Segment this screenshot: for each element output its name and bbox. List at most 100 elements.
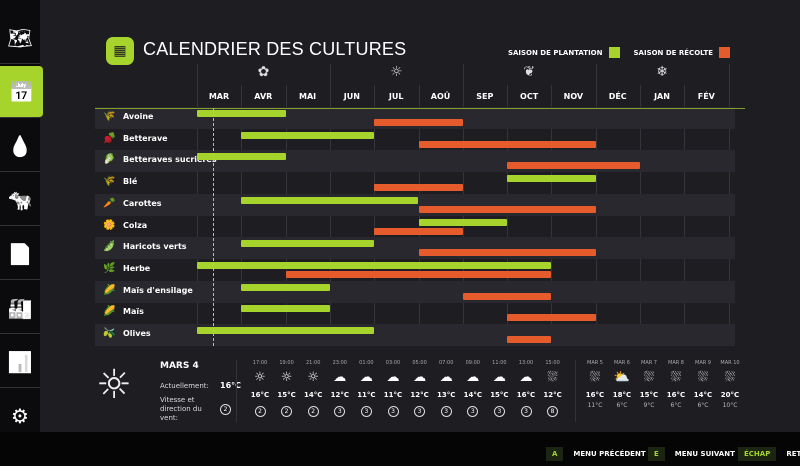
winter-icon: ❄ xyxy=(656,64,668,80)
crop-icon: 🥕 xyxy=(103,197,116,209)
weather-panel: ☼ MARS 4 Actuellement: 16°C Vitesse et d… xyxy=(40,348,740,432)
forecast-temp: 16°C xyxy=(250,391,270,399)
documents-icon: 📄 xyxy=(7,241,33,266)
crop-name: Avoine xyxy=(123,112,154,121)
forecast-day: MAR 5 xyxy=(587,360,603,366)
forecast-high: 15°C xyxy=(639,391,659,399)
crop-icon: 🌽 xyxy=(103,284,116,296)
forecast-temp: 12°C xyxy=(410,391,429,399)
forecast-temp: 14°C xyxy=(463,391,482,399)
crop-icon: 🌼 xyxy=(103,219,116,231)
cloud-icon: ☁ xyxy=(413,370,427,385)
crop-row: 🌼 Colza xyxy=(95,216,735,238)
forecast-temp: 12°C xyxy=(330,391,349,399)
hourly-forecast: 21:00 ☼ 14°C 2 xyxy=(300,360,326,417)
water-icon: 💧 xyxy=(7,133,33,158)
crop-icon: 🌾 xyxy=(103,111,116,122)
footer-action-menu-pr-c-dent[interactable]: A MENU PRÉCÉDENT xyxy=(546,447,646,461)
sidebar-item-calendar[interactable]: 📅 xyxy=(0,66,43,118)
forecast-day: MAR 9 xyxy=(695,360,711,366)
crop-row: 🫛 Haricots verts xyxy=(95,237,735,260)
wind-indicator: 3 xyxy=(334,406,346,417)
planting-bar xyxy=(241,305,330,313)
forecast-high: 20°C xyxy=(720,391,740,399)
forecast-day: MAR 7 xyxy=(641,360,657,366)
today-marker xyxy=(213,108,215,346)
sidebar-item-documents[interactable]: 📄 xyxy=(0,228,40,280)
crop-name: Colza xyxy=(123,220,148,230)
forecast-day: MAR 6 xyxy=(614,360,630,366)
forecast-high: 18°C xyxy=(612,391,632,399)
hourly-forecast: 19:00 ☼ 15°C 2 xyxy=(274,360,300,417)
footer-action-retour[interactable]: ÉCHAP RETOUR xyxy=(738,447,800,461)
rain-icon: ⛆ xyxy=(589,370,601,385)
crop-icon: 🫜 xyxy=(103,132,116,144)
hourly-forecast: 07:00 ☁ 13°C 3 xyxy=(433,360,459,417)
sidebar-item-animals[interactable]: 🐄 xyxy=(0,174,40,226)
current-temp: 16°C xyxy=(220,381,242,390)
wind-indicator: 8 xyxy=(547,406,559,417)
current-label: Actuellement: xyxy=(160,382,209,390)
wind-indicator: 3 xyxy=(493,406,505,417)
rain-icon: ⛆ xyxy=(670,370,682,385)
month-label: JAN xyxy=(654,92,670,101)
sidebar-item-production[interactable]: 🏭 xyxy=(0,282,40,334)
cloud-icon: ☁ xyxy=(333,370,347,385)
forecast-time: 05:00 xyxy=(412,360,427,366)
footer-action-menu-suivant[interactable]: E MENU SUIVANT xyxy=(648,447,735,461)
hourly-forecast: 23:00 ☁ 12°C 3 xyxy=(327,360,353,417)
key-badge: A xyxy=(546,447,564,461)
rain-icon: ⛆ xyxy=(547,370,558,385)
forecast-high: 14°C xyxy=(693,391,713,399)
crop-name: Haricots verts xyxy=(123,242,187,252)
wind-indicator: 3 xyxy=(520,406,532,417)
forecast-low: 11°C xyxy=(587,402,603,409)
forecast-high: 16°C xyxy=(585,391,605,399)
forecast-low: 6°C xyxy=(670,402,682,409)
forecast-low: 9°C xyxy=(643,402,655,409)
autumn-icon: ❦ xyxy=(523,64,536,80)
crop-row: 🫜 Betterave xyxy=(95,129,735,151)
forecast-temp: 14°C xyxy=(303,391,323,399)
crop-icon: 🌽 xyxy=(103,306,116,318)
crop-icon: 🫒 xyxy=(103,328,116,339)
sidebar-item-water[interactable]: 💧 xyxy=(0,120,40,172)
harvest-bar xyxy=(418,205,596,213)
forecast-low: 6°C xyxy=(616,402,628,409)
production-icon: 🏭 xyxy=(7,295,33,320)
calendar-icon: 📅 xyxy=(9,79,34,104)
harvest-bar xyxy=(418,140,596,148)
sidebar-item-statistics[interactable]: 📊 xyxy=(0,336,40,388)
cloud-icon: ☁ xyxy=(439,370,453,385)
key-badge: ÉCHAP xyxy=(738,447,777,461)
crop-name: Blé xyxy=(123,177,138,187)
wind-indicator: 3 xyxy=(440,406,452,417)
crop-name: Maïs xyxy=(123,307,144,317)
sidebar: 🗺 📅 💧 🐄 📄 🏭 📊 ⚙ xyxy=(0,0,43,442)
cloud-icon: ☁ xyxy=(359,370,373,385)
planting-bar xyxy=(197,327,375,334)
sidebar-item-map[interactable]: 🗺 xyxy=(0,12,40,64)
forecast-day: MAR 10 xyxy=(720,360,740,366)
page-title: CALENDRIER DES CULTURES xyxy=(143,39,407,59)
month-label: MAR xyxy=(208,92,230,101)
harvest-bar xyxy=(285,270,552,278)
hourly-forecast: 15:00 ⛆ 12°C 8 xyxy=(540,360,566,417)
month-label: NOV xyxy=(563,92,584,101)
harvest-bar xyxy=(507,314,596,322)
legend: SAISON DE PLANTATION SAISON DE RÉCOLTE xyxy=(508,47,738,58)
harvest-bar xyxy=(462,292,552,300)
key-label: MENU SUIVANT xyxy=(674,450,735,458)
crop-name: Herbe xyxy=(123,263,151,273)
month-label: JUL xyxy=(388,92,404,101)
crop-icon: 🥬 xyxy=(103,154,116,166)
wind-indicator: 3 xyxy=(414,406,426,417)
daily-forecast: MAR 7 ⛆ 15°C 9°C xyxy=(636,360,662,409)
cloud-icon: ☁ xyxy=(492,370,506,385)
crop-icon: 🫛 xyxy=(103,241,116,253)
month-label: DÉC xyxy=(608,92,627,101)
crop-row: 🌿 Herbe xyxy=(95,259,735,281)
sun-icon: ☼ xyxy=(307,370,320,385)
hourly-forecast: 17:00 ☼ 16°C 2 xyxy=(247,360,273,417)
sun-icon: ☼ xyxy=(254,370,266,385)
